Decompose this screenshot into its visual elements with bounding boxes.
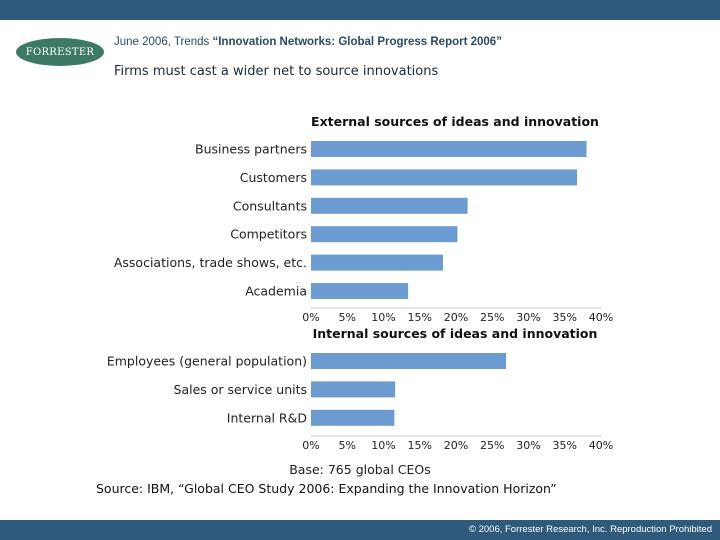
category-label: Customers: [240, 170, 307, 185]
x-tick-label: 10%: [371, 439, 395, 452]
bar: [311, 353, 507, 369]
bar: [311, 283, 409, 299]
category-label: Academia: [245, 284, 307, 299]
x-tick-label: 35%: [553, 439, 577, 452]
category-label: Consultants: [233, 198, 307, 213]
report-title: “Innovation Networks: Global Progress Re…: [212, 36, 502, 48]
x-tick-label: 40%: [589, 311, 613, 324]
x-tick-label: 35%: [553, 311, 577, 324]
x-tick-label: 10%: [371, 311, 395, 324]
x-tick-label: 0%: [302, 311, 319, 324]
x-tick-label: 0%: [302, 439, 319, 452]
bar: [311, 169, 578, 186]
bar: [311, 254, 443, 271]
x-tick-label: 5%: [339, 439, 356, 452]
category-label: Internal R&D: [227, 410, 307, 425]
x-tick-label: 15%: [408, 311, 432, 324]
x-tick-label: 25%: [480, 439, 504, 452]
category-label: Associations, trade shows, etc.: [114, 255, 307, 270]
bar: [311, 226, 458, 243]
logo-text: FORRESTER: [25, 46, 95, 58]
x-tick-label: 20%: [444, 439, 468, 452]
category-label: Sales or service units: [174, 382, 307, 397]
bar: [311, 141, 587, 157]
x-tick-label: 5%: [339, 311, 356, 324]
x-tick-label: 25%: [480, 311, 504, 324]
source-note: Source: IBM, “Global CEO Study 2006: Exp…: [96, 481, 557, 496]
chart-title: Internal sources of ideas and innovation: [313, 326, 598, 341]
x-tick-label: 40%: [589, 439, 613, 452]
slide-title: Firms must cast a wider net to source in…: [114, 64, 439, 79]
base-note: Base: 765 global CEOs: [289, 462, 431, 477]
x-tick-label: 20%: [444, 311, 468, 324]
bar-charts: External sources of ideas and innovation…: [107, 114, 613, 452]
x-tick-label: 15%: [408, 439, 432, 452]
bar: [311, 381, 396, 398]
chart-title: External sources of ideas and innovation: [311, 114, 599, 129]
category-label: Business partners: [195, 142, 307, 157]
bar: [311, 197, 468, 214]
x-tick-label: 30%: [516, 439, 540, 452]
bottom-banner: © 2006, Forrester Research, Inc. Reprodu…: [0, 520, 720, 540]
copyright-notice: © 2006, Forrester Research, Inc. Reprodu…: [468, 524, 712, 535]
x-tick-label: 30%: [516, 311, 540, 324]
top-banner: [0, 0, 720, 20]
forrester-logo: FORRESTER: [16, 38, 104, 66]
report-date: June 2006, Trends: [114, 36, 213, 48]
bar: [311, 409, 395, 426]
category-label: Employees (general population): [107, 354, 307, 369]
report-header: June 2006, Trends “Innovation Networks: …: [114, 36, 502, 48]
category-label: Competitors: [230, 227, 307, 242]
